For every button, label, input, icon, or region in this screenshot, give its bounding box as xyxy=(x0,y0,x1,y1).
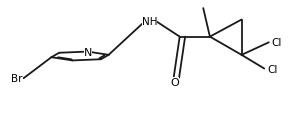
Text: Cl: Cl xyxy=(267,64,278,74)
Text: Cl: Cl xyxy=(272,38,282,48)
Text: N: N xyxy=(83,47,92,57)
Text: Br: Br xyxy=(11,74,23,84)
Text: O: O xyxy=(171,78,179,87)
Text: NH: NH xyxy=(142,17,157,27)
